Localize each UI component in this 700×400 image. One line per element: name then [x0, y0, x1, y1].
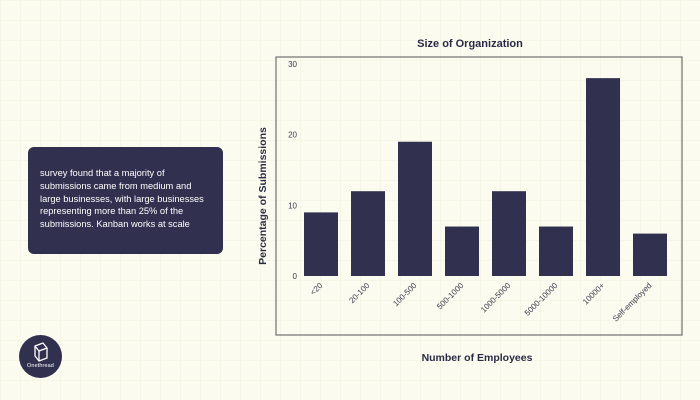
- y-tick-label: 10: [288, 201, 297, 210]
- x-tick-label: 10000+: [581, 281, 607, 307]
- bar: [445, 226, 479, 276]
- x-tick-label: 500-1000: [435, 281, 466, 312]
- x-tick-label: 100-500: [391, 281, 419, 309]
- bar: [633, 233, 667, 276]
- bars: [304, 78, 667, 276]
- bar: [539, 226, 573, 276]
- logo-text: Onethread: [27, 363, 54, 369]
- x-axis-label: Number of Employees: [422, 352, 533, 364]
- x-tick-label: 5000-10000: [523, 281, 560, 318]
- y-tick-label: 0: [293, 272, 298, 281]
- x-tick-label: 1000-5000: [479, 281, 513, 315]
- bar: [398, 141, 432, 276]
- x-tick-label: <20: [308, 281, 324, 297]
- x-ticks: <20 20-100 100-500 500-1000 1000-5000 5000-10…: [308, 281, 653, 324]
- summary-text: survey found that a majority of submissi…: [40, 168, 204, 230]
- onethread-cube-icon: [34, 342, 48, 362]
- bar: [304, 212, 338, 276]
- y-axis-label: Percentage of Submissions: [257, 127, 269, 265]
- y-tick-label: 20: [288, 131, 297, 140]
- y-ticks: 0 10 20 30: [288, 60, 297, 281]
- x-tick-label: 20-100: [347, 281, 371, 305]
- bar: [351, 191, 385, 276]
- bar: [586, 78, 620, 276]
- x-tick-label: Self-employed: [611, 281, 654, 324]
- chart-title: Size of Organization: [417, 38, 523, 50]
- onethread-logo: Onethread: [19, 335, 62, 378]
- summary-callout: survey found that a majority of submissi…: [28, 147, 223, 254]
- bar: [492, 191, 526, 276]
- y-tick-label: 30: [288, 60, 297, 69]
- chart-frame: [275, 56, 683, 336]
